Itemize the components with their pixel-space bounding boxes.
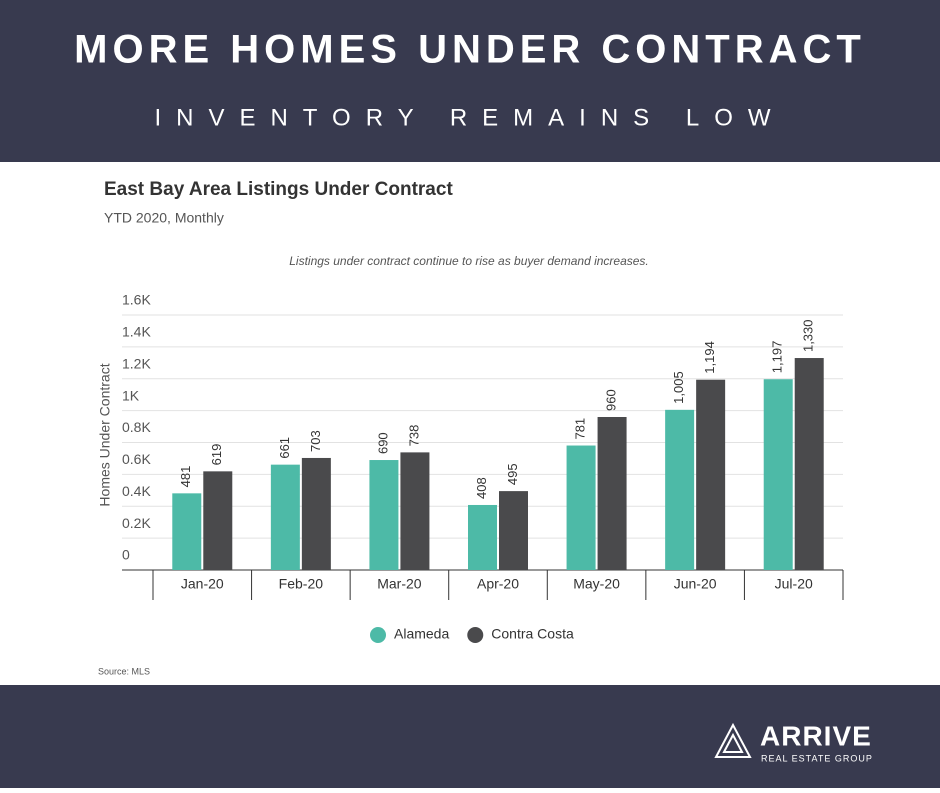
bar [468,504,497,570]
data-label: 619 [209,444,224,466]
source: Source: MLS [98,666,150,676]
y-tick-label: 1.2K [122,355,151,371]
bar [203,471,233,570]
y-tick-label: 0.4K [122,483,151,499]
bar [172,493,202,570]
y-tick-label: 0.2K [122,515,151,531]
y-tick-label: 1.6K [122,292,151,308]
data-label: 960 [604,389,619,411]
bar [400,452,430,570]
bar [566,445,596,570]
x-tick-label: Jan-20 [181,576,224,592]
data-label: 1,194 [702,341,717,374]
y-tick-label: 0.6K [122,451,151,467]
data-label: 1,005 [671,371,686,404]
data-label: 1,197 [770,341,785,374]
data-label: 703 [308,430,323,452]
x-tick-label: Jun-20 [674,576,717,592]
bar [499,491,528,570]
bar [665,409,695,570]
legend-label: Contra Costa [491,626,574,642]
x-tick-label: Feb-20 [279,576,324,592]
bar [301,457,331,570]
chart-subtitle: YTD 2020, Monthly [104,210,224,226]
x-tick-label: May-20 [573,576,620,592]
x-tick-label: Mar-20 [377,576,422,592]
y-tick-label: 1.4K [122,324,151,340]
legend-marker [467,627,484,643]
x-tick-label: Jul-20 [775,576,813,592]
y-tick-label: 0 [122,547,130,563]
logo-icon [714,722,752,758]
data-label: 495 [505,463,520,485]
y-tick-label: 1K [122,387,140,403]
bar [597,417,627,570]
bar [763,379,793,570]
data-label: 738 [406,425,421,447]
chart-title: East Bay Area Listings Under Contract [104,179,453,200]
bar [369,460,399,570]
bar [270,464,300,570]
legend-marker [370,627,386,643]
data-label: 1,330 [801,319,816,352]
logo-tagline: REAL ESTATE GROUP [761,753,873,763]
logo: ARRIVE REAL ESTATE GROUP [714,720,873,763]
y-tick-label: 0.8K [122,419,151,435]
data-label: 690 [375,432,390,454]
bar [696,379,726,570]
annotation: Listings under contract continue to rise… [289,254,649,268]
footer-band [0,685,940,788]
y-axis-title: Homes Under Contract [97,363,113,506]
header-band [0,0,940,162]
data-label: 661 [277,437,292,459]
legend-label: Alameda [394,626,449,642]
data-label: 408 [474,477,489,499]
logo-text: ARRIVE [760,720,872,751]
bar [794,358,824,570]
data-label: 781 [573,418,588,440]
data-label: 481 [178,466,193,488]
header-subtitle: INVENTORY REMAINS LOW [154,104,785,131]
header-title: MORE HOMES UNDER CONTRACT [74,28,866,72]
x-tick-label: Apr-20 [477,576,519,592]
